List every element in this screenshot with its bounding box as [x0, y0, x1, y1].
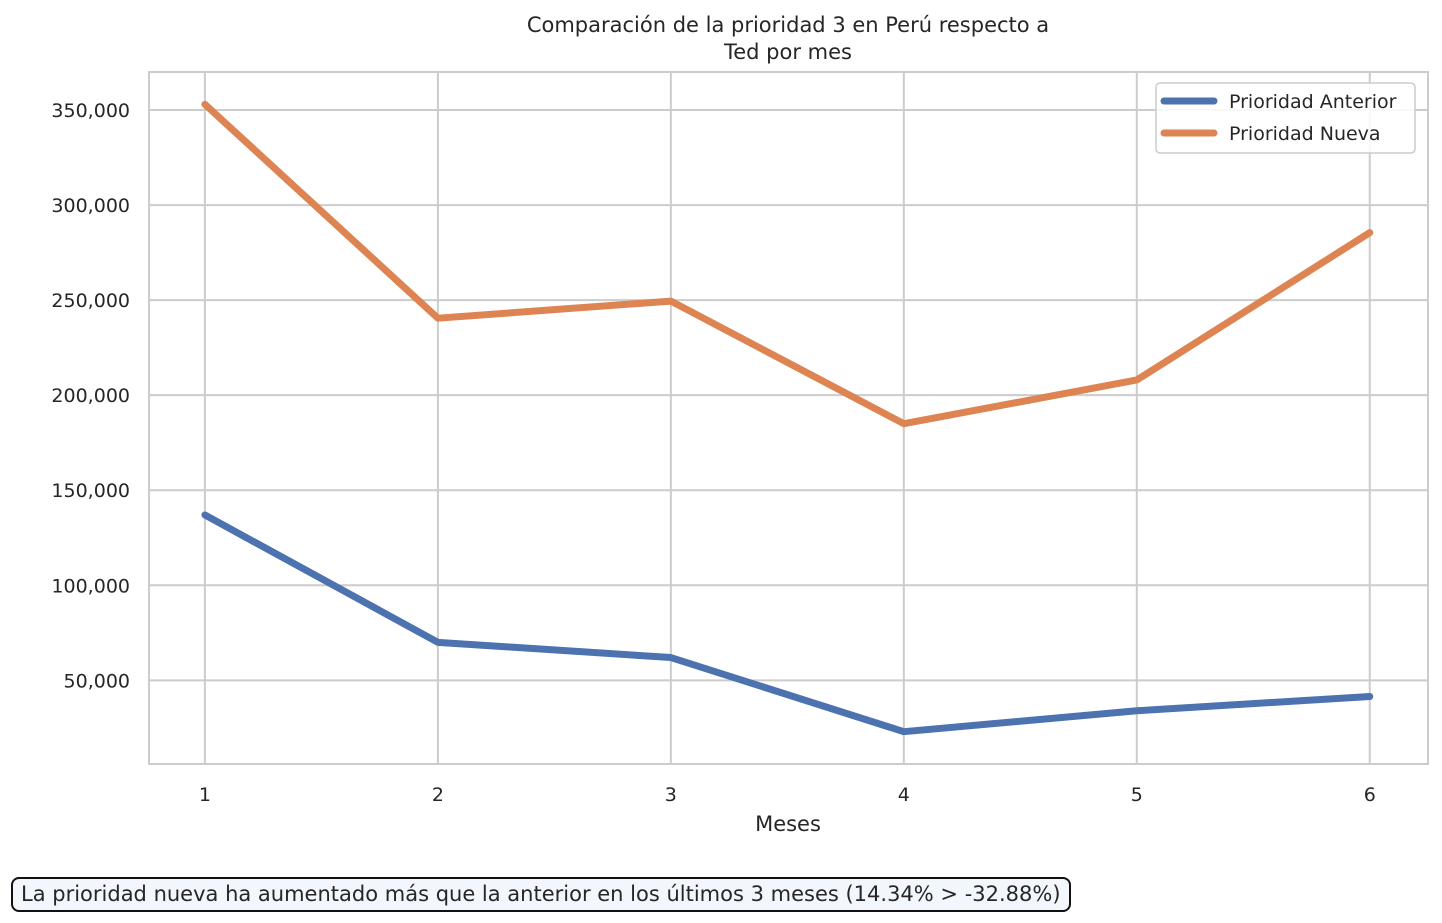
- x-tick-label: 2: [432, 784, 444, 806]
- chart-title-line-1: Comparación de la prioridad 3 en Perú re…: [527, 13, 1049, 37]
- x-axis-label: Meses: [755, 812, 821, 836]
- y-tick-label: 100,000: [51, 575, 130, 597]
- legend-label-2: Prioridad Nueva: [1229, 123, 1381, 145]
- legend: Prioridad Anterior Prioridad Nueva: [1155, 82, 1416, 154]
- y-tick-label: 200,000: [51, 385, 130, 407]
- x-tick-label: 1: [199, 784, 211, 806]
- x-tick-label: 6: [1364, 784, 1376, 806]
- x-tick-label: 3: [665, 784, 677, 806]
- legend-box: [1155, 82, 1416, 154]
- plot-area-frame: [148, 71, 1429, 765]
- y-tick-label: 150,000: [51, 480, 130, 502]
- y-tick-label: 250,000: [51, 290, 130, 312]
- series-layer: [201, 100, 1374, 736]
- y-tick-label: 350,000: [51, 100, 130, 122]
- series-line-1: [201, 511, 1374, 736]
- series-line-2: [201, 100, 1374, 428]
- axis-ticks: 1 2 3 4 5 6 50,000 100,000 150,000 200,000 250,000…: [51, 100, 1375, 806]
- grid-lines: [149, 72, 1428, 764]
- legend-label-1: Prioridad Anterior: [1229, 91, 1397, 113]
- x-tick-label: 5: [1131, 784, 1143, 806]
- chart-title-line-2: Ted por mes: [723, 40, 852, 64]
- y-tick-label: 300,000: [51, 195, 130, 217]
- summary-note: La prioridad nueva ha aumentado más que …: [11, 877, 1071, 912]
- x-tick-label: 4: [898, 784, 910, 806]
- y-tick-label: 50,000: [64, 670, 130, 692]
